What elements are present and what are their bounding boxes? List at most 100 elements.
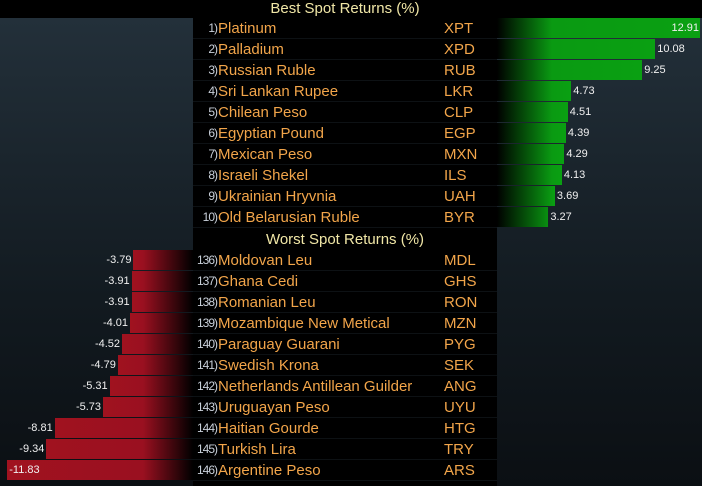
currency-code: XPT bbox=[444, 20, 474, 37]
bar-value-label: -5.31 bbox=[82, 380, 108, 392]
table-row[interactable]: 8) Israeli Shekel ILS bbox=[193, 165, 497, 186]
bar-value-label: 4.73 bbox=[573, 85, 595, 97]
bar-value-label: -5.73 bbox=[75, 401, 102, 413]
bar-value-label: -3.91 bbox=[104, 275, 130, 287]
rank-label: 6) bbox=[208, 126, 218, 140]
bar-value-label: 9.25 bbox=[644, 64, 666, 76]
currency-name[interactable]: Turkish Lira bbox=[218, 441, 296, 458]
rank-label: 141) bbox=[196, 358, 218, 372]
table-row[interactable]: 9) Ukrainian Hryvnia UAH bbox=[193, 186, 497, 207]
bar-value-label: -3.79 bbox=[106, 254, 132, 266]
table-row[interactable]: 136) Moldovan Leu MDL bbox=[193, 250, 497, 271]
currency-name[interactable]: Mozambique New Metical bbox=[218, 315, 390, 332]
positive-bar bbox=[497, 18, 700, 38]
worst-returns-title: Worst Spot Returns (%) bbox=[265, 231, 425, 248]
table-row[interactable]: 4) Sri Lankan Rupee LKR bbox=[193, 81, 497, 102]
negative-bar bbox=[117, 355, 193, 375]
currency-name[interactable]: Old Belarusian Ruble bbox=[218, 209, 360, 226]
rank-label: 136) bbox=[196, 253, 218, 267]
currency-name[interactable]: Chilean Peso bbox=[218, 104, 308, 121]
rank-label: 7) bbox=[208, 147, 218, 161]
bar-value-label: -4.52 bbox=[94, 338, 121, 350]
currency-name[interactable]: Haitian Gourde bbox=[218, 420, 319, 437]
table-row[interactable]: 143) Uruguayan Peso UYU bbox=[193, 397, 497, 418]
currency-code: TRY bbox=[444, 441, 474, 458]
currency-code: MXN bbox=[444, 146, 478, 163]
currency-name[interactable]: Israeli Shekel bbox=[218, 167, 309, 184]
rank-label: 2) bbox=[208, 42, 218, 56]
currency-name[interactable]: Argentine Peso bbox=[218, 462, 321, 479]
positive-bar bbox=[497, 81, 572, 101]
bar-value-label: 10.08 bbox=[657, 43, 685, 55]
negative-bar bbox=[130, 313, 193, 333]
table-row[interactable]: 140) Paraguay Guarani PYG bbox=[193, 334, 497, 355]
currency-name[interactable]: Ghana Cedi bbox=[218, 273, 299, 290]
bar-value-label: 4.51 bbox=[569, 106, 592, 118]
positive-bar bbox=[497, 186, 555, 206]
rank-label: 9) bbox=[208, 189, 218, 203]
bar-value-label: -4.79 bbox=[90, 359, 116, 371]
currency-code: BYR bbox=[444, 209, 475, 226]
currency-name[interactable]: Palladium bbox=[218, 41, 284, 58]
table-row[interactable]: 145) Turkish Lira TRY bbox=[193, 439, 497, 460]
currency-code: GHS bbox=[444, 273, 477, 290]
currency-name[interactable]: Sri Lankan Rupee bbox=[218, 83, 339, 100]
table-row[interactable]: 146) Argentine Peso ARS bbox=[193, 460, 497, 481]
rank-label: 8) bbox=[208, 168, 218, 182]
negative-bar bbox=[54, 418, 193, 438]
positive-bar bbox=[497, 165, 562, 185]
negative-bar bbox=[131, 292, 193, 312]
table-row[interactable]: 139) Mozambique New Metical MZN bbox=[193, 313, 497, 334]
currency-name[interactable]: Russian Ruble bbox=[218, 62, 316, 79]
table-row[interactable]: 3) Russian Ruble RUB bbox=[193, 60, 497, 81]
rank-label: 145) bbox=[196, 442, 218, 456]
bar-value-label: -4.01 bbox=[102, 317, 129, 329]
negative-bar bbox=[131, 271, 193, 291]
positive-bar bbox=[497, 144, 565, 164]
positive-bar bbox=[497, 60, 643, 80]
currency-name[interactable]: Platinum bbox=[218, 20, 277, 37]
rank-label: 140) bbox=[196, 337, 218, 351]
negative-bar bbox=[109, 376, 193, 396]
currency-name[interactable]: Moldovan Leu bbox=[218, 252, 313, 269]
currency-name[interactable]: Ukrainian Hryvnia bbox=[218, 188, 337, 205]
currency-code: RON bbox=[444, 294, 478, 311]
rank-label: 144) bbox=[196, 421, 218, 435]
table-row[interactable]: 5) Chilean Peso CLP bbox=[193, 102, 497, 123]
bar-value-label: -11.83 bbox=[9, 464, 40, 476]
currency-code: CLP bbox=[444, 104, 474, 121]
table-row[interactable]: 137) Ghana Cedi GHS bbox=[193, 271, 497, 292]
negative-bar bbox=[133, 250, 193, 270]
table-row[interactable]: 2) Palladium XPD bbox=[193, 39, 497, 60]
table-row[interactable]: 7) Mexican Peso MXN bbox=[193, 144, 497, 165]
currency-code: EGP bbox=[444, 125, 476, 142]
rank-label: 4) bbox=[208, 84, 218, 98]
positive-bar bbox=[497, 123, 566, 143]
table-row[interactable]: 141) Swedish Krona SEK bbox=[193, 355, 497, 376]
currency-name[interactable]: Egyptian Pound bbox=[218, 125, 324, 142]
rank-label: 146) bbox=[196, 463, 218, 477]
currency-name[interactable]: Paraguay Guarani bbox=[218, 336, 340, 353]
negative-bar bbox=[46, 439, 193, 459]
currency-code: MZN bbox=[444, 315, 477, 332]
rank-label: 143) bbox=[196, 400, 218, 414]
negative-bar bbox=[122, 334, 193, 354]
currency-code: ANG bbox=[444, 378, 477, 395]
currency-code: RUB bbox=[444, 62, 476, 79]
positive-bar bbox=[497, 102, 568, 122]
table-row[interactable]: 142) Netherlands Antillean Guilder ANG bbox=[193, 376, 497, 397]
bar-value-label: 3.27 bbox=[550, 211, 572, 223]
currency-name[interactable]: Swedish Krona bbox=[218, 357, 319, 374]
currency-code: UYU bbox=[444, 399, 476, 416]
rank-label: 142) bbox=[196, 379, 218, 393]
table-row[interactable]: 144) Haitian Gourde HTG bbox=[193, 418, 497, 439]
currency-name[interactable]: Mexican Peso bbox=[218, 146, 313, 163]
currency-name[interactable]: Romanian Leu bbox=[218, 294, 316, 311]
table-row[interactable]: 10) Old Belarusian Ruble BYR bbox=[193, 207, 497, 228]
table-row[interactable]: 1) Platinum XPT bbox=[193, 18, 497, 39]
currency-name[interactable]: Netherlands Antillean Guilder bbox=[218, 378, 413, 395]
currency-name[interactable]: Uruguayan Peso bbox=[218, 399, 330, 416]
table-row[interactable]: 138) Romanian Leu RON bbox=[193, 292, 497, 313]
table-row[interactable]: 6) Egyptian Pound EGP bbox=[193, 123, 497, 144]
